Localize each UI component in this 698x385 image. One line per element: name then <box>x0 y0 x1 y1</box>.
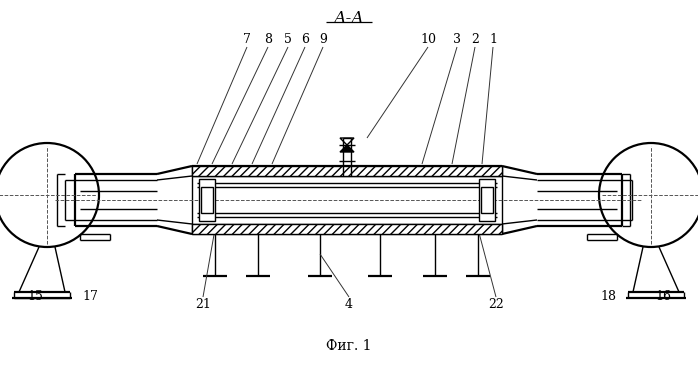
Bar <box>192 166 502 176</box>
Text: 4: 4 <box>345 298 353 311</box>
Text: 5: 5 <box>284 32 292 45</box>
Text: 18: 18 <box>600 291 616 303</box>
Text: Фиг. 1: Фиг. 1 <box>326 339 372 353</box>
Text: 1: 1 <box>489 32 497 45</box>
Text: 2: 2 <box>471 32 479 45</box>
Text: 7: 7 <box>243 32 251 45</box>
Text: 17: 17 <box>82 291 98 303</box>
Bar <box>199 179 215 221</box>
Bar <box>201 187 213 213</box>
Circle shape <box>599 143 698 247</box>
Bar <box>481 187 493 213</box>
Text: 6: 6 <box>301 32 309 45</box>
Text: 16: 16 <box>655 291 671 303</box>
Text: 9: 9 <box>319 32 327 45</box>
Text: 22: 22 <box>488 298 504 311</box>
Bar <box>192 224 502 234</box>
Text: 8: 8 <box>264 32 272 45</box>
Bar <box>479 179 495 221</box>
Text: 3: 3 <box>453 32 461 45</box>
Text: 10: 10 <box>420 32 436 45</box>
Text: 21: 21 <box>195 298 211 311</box>
Text: А-А: А-А <box>334 10 364 27</box>
Circle shape <box>0 143 99 247</box>
Text: 15: 15 <box>27 291 43 303</box>
Polygon shape <box>340 145 354 152</box>
